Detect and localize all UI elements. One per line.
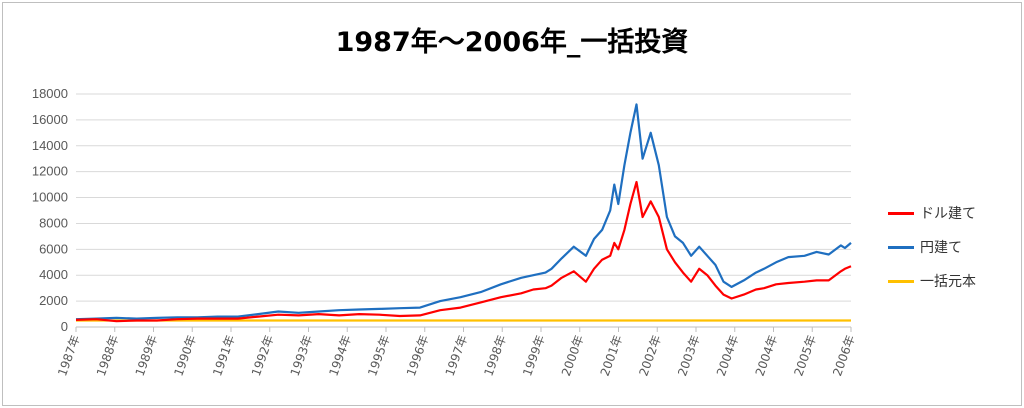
x-tick-label: 1994年 <box>326 333 354 378</box>
y-tick-label: 10000 <box>32 190 68 205</box>
x-tick-label: 1996年 <box>404 333 432 378</box>
series-line-0 <box>75 180 852 323</box>
legend-label-principal: 一括元本 <box>920 274 976 290</box>
y-tick-label: 0 <box>61 319 68 334</box>
x-tick-label: 1987年 <box>55 333 83 378</box>
x-tick-label: 1991年 <box>210 333 238 378</box>
y-axis: 0 2000 4000 6000 8000 10000 12000 14000 16000 180… <box>32 86 68 334</box>
x-tick-label: 2004年 <box>753 333 781 378</box>
x-tick-label: 1998年 <box>481 333 509 378</box>
x-tick-label: 2001年 <box>598 333 626 378</box>
x-tick-label: 2002年 <box>636 333 664 378</box>
legend-label-dollar: ドル建て <box>920 206 976 222</box>
legend-item-dollar: ドル建て <box>888 196 976 230</box>
x-tick-label: 2005年 <box>791 333 819 378</box>
x-tick-label: 1993年 <box>288 333 316 378</box>
x-tick-label: 1992年 <box>249 333 277 378</box>
legend: ドル建て 円建て 一括元本 <box>888 196 976 298</box>
y-tick-label: 12000 <box>32 164 68 179</box>
x-tick-label: 2003年 <box>675 333 703 378</box>
gridlines <box>76 93 851 328</box>
y-tick-label: 18000 <box>32 86 68 101</box>
x-axis: 1987年 1988年 1989年 1990年 1991年 1992年 1993年 1994年… <box>55 326 858 378</box>
legend-swatch-yen <box>888 245 914 249</box>
x-tick-label: 2004年 <box>714 333 742 378</box>
x-tick-label: 1990年 <box>171 333 199 378</box>
legend-swatch-dollar <box>888 211 914 215</box>
legend-item-yen: 円建て <box>888 230 976 264</box>
y-tick-label: 6000 <box>39 241 68 256</box>
series-lines <box>75 103 852 323</box>
series-line-1 <box>75 103 852 321</box>
x-tick-label: 2006年 <box>830 333 858 378</box>
legend-item-principal: 一括元本 <box>888 264 976 298</box>
y-tick-label: 16000 <box>32 112 68 127</box>
x-tick-label: 2000年 <box>559 333 587 378</box>
y-tick-label: 2000 <box>39 293 68 308</box>
y-tick-label: 14000 <box>32 138 68 153</box>
x-tick-label: 1997年 <box>443 333 471 378</box>
chart-title: 1987年～2006年_一括投資 <box>335 27 689 58</box>
legend-swatch-principal <box>888 279 914 283</box>
x-tick-label: 1989年 <box>133 333 161 378</box>
x-tick-label: 1999年 <box>520 333 548 378</box>
legend-label-yen: 円建て <box>920 240 962 256</box>
x-tick-label: 1988年 <box>94 333 122 378</box>
x-tick-label: 1995年 <box>365 333 393 378</box>
y-tick-label: 4000 <box>39 267 68 282</box>
y-tick-label: 8000 <box>39 215 68 230</box>
